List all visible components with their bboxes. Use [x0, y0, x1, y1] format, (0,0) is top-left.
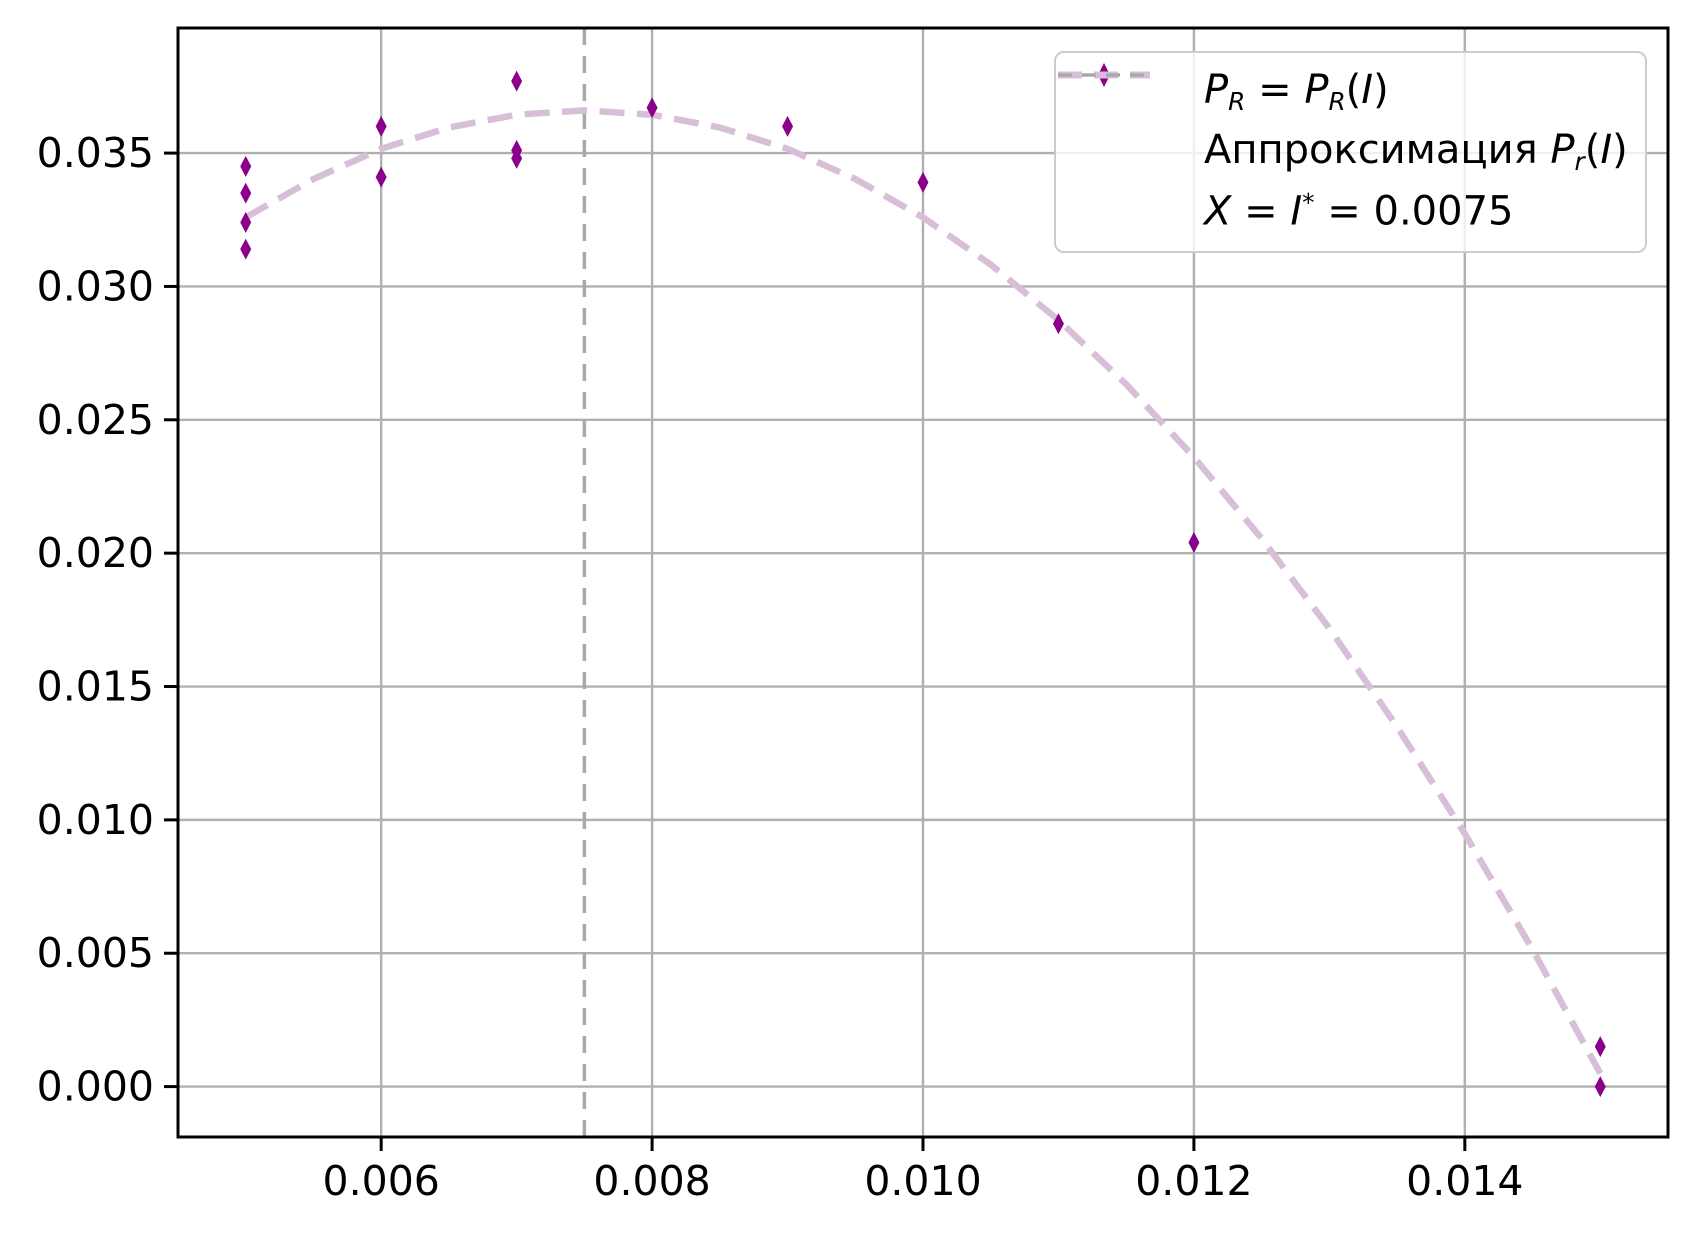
tick-labels: 0.006 0.008 0.010 0.012 0.014 0.000 0.005 0.010…: [37, 129, 1524, 1205]
legend: PR = PR(I) Аппроксимация Pr(I) X = I* = 0.…: [1054, 51, 1647, 253]
x-tick-label: 0.014: [1406, 1157, 1523, 1205]
x-tick-label: 0.010: [864, 1157, 981, 1205]
y-tick-label: 0.020: [37, 529, 154, 577]
y-tick-label: 0.015: [37, 663, 154, 711]
y-tick-label: 0.030: [37, 262, 154, 310]
x-tick-label: 0.012: [1135, 1157, 1252, 1205]
x-tick-label: 0.006: [322, 1157, 439, 1205]
y-tick-label: 0.010: [37, 796, 154, 844]
scatter-point: [375, 166, 387, 188]
scatter-point: [1594, 1036, 1606, 1058]
legend-label: Аппроксимация Pr(I): [1204, 126, 1628, 176]
legend-label: X = I* = 0.0075: [1204, 188, 1514, 235]
scatter-point: [240, 182, 252, 204]
legend-item: Аппроксимация Pr(I): [1056, 71, 1645, 181]
scatter-point: [240, 238, 252, 260]
scatter-point: [240, 155, 252, 177]
y-tick-label: 0.025: [37, 396, 154, 444]
scatter-point: [1188, 531, 1200, 553]
x-tick-label: 0.008: [593, 1157, 710, 1205]
scatter-point: [375, 115, 387, 137]
legend-label: PR = PR(I): [1204, 67, 1389, 117]
tick-marks: [164, 151, 1467, 1151]
scatter-point: [1052, 313, 1064, 335]
scatter-point: [240, 211, 252, 233]
legend-item: PR = PR(I): [1056, 63, 1645, 122]
scatter-point: [1594, 1076, 1606, 1098]
scatter-point: [917, 171, 929, 193]
scatter-point: [782, 115, 794, 137]
y-tick-label: 0.005: [37, 929, 154, 977]
scatter-point: [511, 147, 523, 169]
scatter-layer: [240, 70, 1606, 1098]
fit-curve: [244, 107, 1604, 1076]
scatter-point: [646, 97, 658, 119]
legend-item: X = I* = 0.0075: [1056, 73, 1645, 241]
fit-curve-layer: [244, 107, 1604, 1076]
y-tick-label: 0.035: [37, 129, 154, 177]
scatter-point: [511, 70, 523, 92]
y-tick-label: 0.000: [37, 1063, 154, 1111]
